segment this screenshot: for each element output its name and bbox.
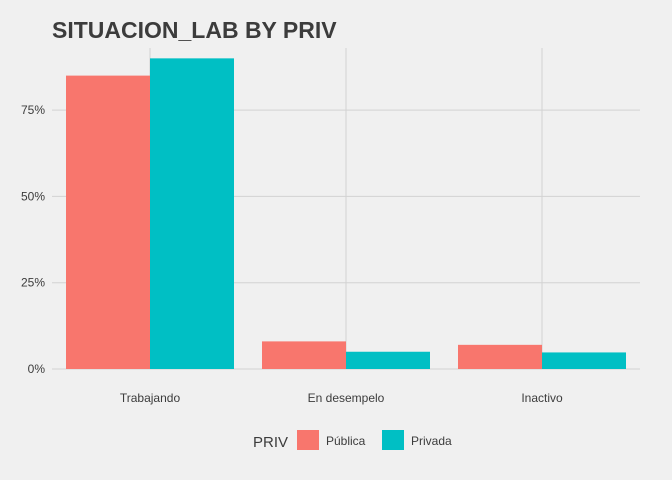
y-tick-label: 25% [21,276,45,290]
x-tick-label: Inactivo [521,391,563,405]
legend-label: Pública [326,434,366,448]
chart-title: SITUACION_LAB BY PRIV [52,17,337,43]
y-tick-label: 75% [21,103,45,117]
legend-key-privada [382,430,404,450]
y-tick-label: 0% [28,362,46,376]
legend-key-publica [297,430,319,450]
axis-labels: 0% 25% 50% 75% Trabajando En desempelo Inactiv… [21,103,563,405]
bar-privada [150,58,234,370]
legend: PRIV Pública Privada [253,430,452,451]
x-tick-label: En desempelo [308,391,385,405]
legend-title: PRIV [253,434,288,451]
bar-privada [542,352,626,369]
y-tick-label: 50% [21,189,45,203]
bar-publica [458,344,542,369]
bars [66,58,626,370]
legend-label: Privada [411,434,452,448]
bar-publica [262,341,346,369]
bar-publica [66,75,150,369]
bar-privada [346,351,430,369]
x-tick-label: Trabajando [120,391,181,405]
